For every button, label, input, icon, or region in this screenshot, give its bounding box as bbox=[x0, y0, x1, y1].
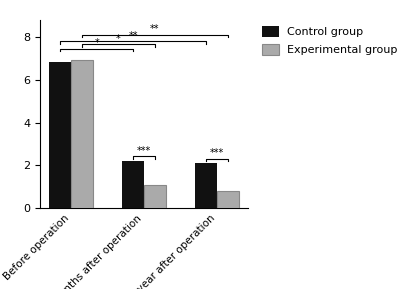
Text: *: * bbox=[116, 34, 121, 44]
Bar bbox=[50, 62, 71, 208]
Legend: Control group, Experimental group: Control group, Experimental group bbox=[262, 26, 398, 55]
Bar bbox=[195, 163, 217, 208]
Bar bbox=[144, 185, 166, 208]
Bar bbox=[217, 191, 238, 208]
Text: ***: *** bbox=[210, 148, 224, 158]
Bar bbox=[71, 60, 93, 208]
Text: **: ** bbox=[128, 31, 138, 41]
Bar bbox=[122, 161, 144, 208]
Text: *: * bbox=[94, 38, 99, 48]
Text: **: ** bbox=[150, 24, 160, 34]
Text: ***: *** bbox=[137, 146, 151, 156]
